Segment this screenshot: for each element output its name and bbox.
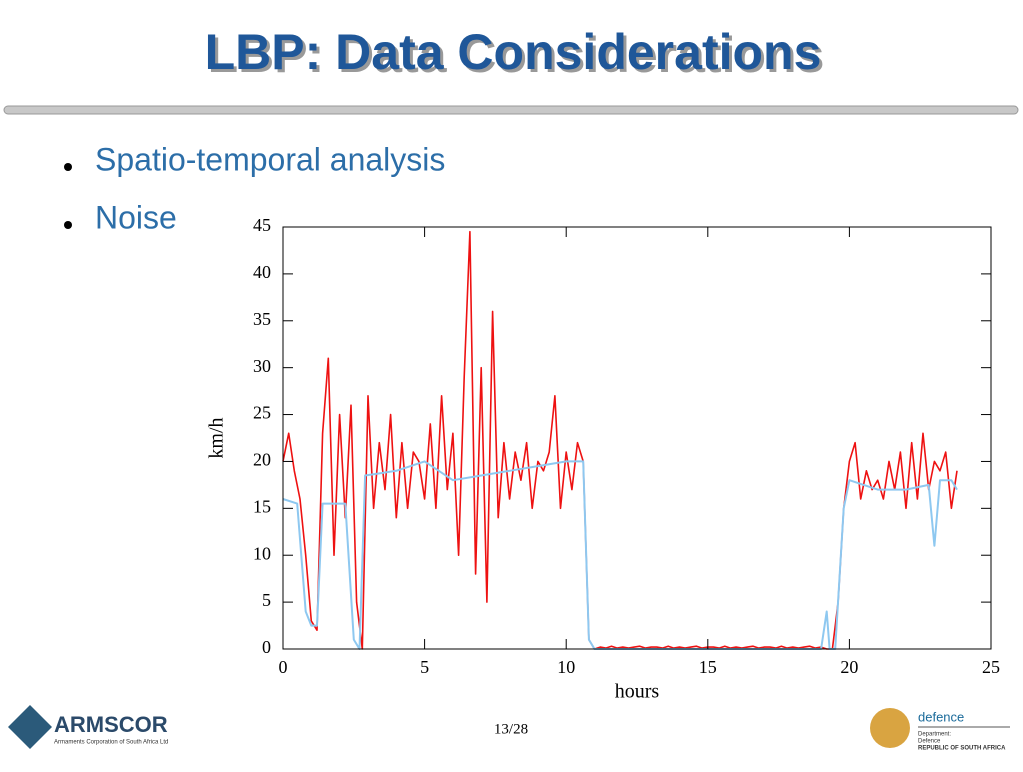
x-tick-label: 5	[420, 657, 429, 677]
coat-of-arms	[870, 708, 910, 748]
y-tick-label: 25	[253, 403, 271, 423]
y-axis-label: km/h	[206, 417, 228, 458]
x-tick-label: 15	[699, 657, 717, 677]
series-line	[282, 230, 958, 650]
y-tick-label: 0	[262, 637, 271, 657]
plot-frame	[282, 226, 992, 650]
armscor-subtitle: Armaments Corporation of South Africa Lt…	[54, 740, 168, 746]
y-tick-label: 20	[253, 450, 271, 470]
y-tick-label: 40	[253, 262, 271, 282]
bullet: Noise	[95, 199, 177, 235]
x-tick-label: 25	[982, 657, 1000, 677]
defence-line: Department:	[918, 732, 951, 738]
defence-line: REPUBLIC OF SOUTH AFRICA	[918, 746, 1006, 752]
armscor-icon	[8, 705, 52, 749]
y-tick-label: 45	[253, 215, 271, 235]
y-tick-label: 15	[253, 496, 271, 516]
x-tick-label: 20	[840, 657, 858, 677]
bullet-dot	[64, 163, 72, 171]
page-number: 13/28	[494, 721, 528, 737]
y-tick-label: 35	[253, 309, 271, 329]
x-axis-label: hours	[615, 681, 660, 703]
x-tick-label: 0	[279, 657, 288, 677]
defence-line: Defence	[918, 739, 941, 745]
series-line	[282, 460, 958, 650]
x-tick-label: 10	[557, 657, 575, 677]
bullet-dot	[64, 221, 72, 229]
y-tick-label: 10	[253, 543, 271, 563]
plot: 0 5 10 15 20 25 30 35 40 45 0 5 10 15 20 25 hours km/h	[206, 215, 1000, 702]
separator	[3, 105, 1019, 115]
y-tick-label: 5	[262, 590, 271, 610]
defence-name: defence	[918, 709, 964, 724]
bullet: Spatio-temporal analysis	[95, 141, 445, 177]
title: LBP: Data Considerations	[205, 24, 822, 80]
title-shadow: LBP: Data Considerations	[208, 27, 825, 83]
y-tick-label: 30	[253, 356, 271, 376]
armscor-name: ARMSCOR	[54, 712, 168, 737]
